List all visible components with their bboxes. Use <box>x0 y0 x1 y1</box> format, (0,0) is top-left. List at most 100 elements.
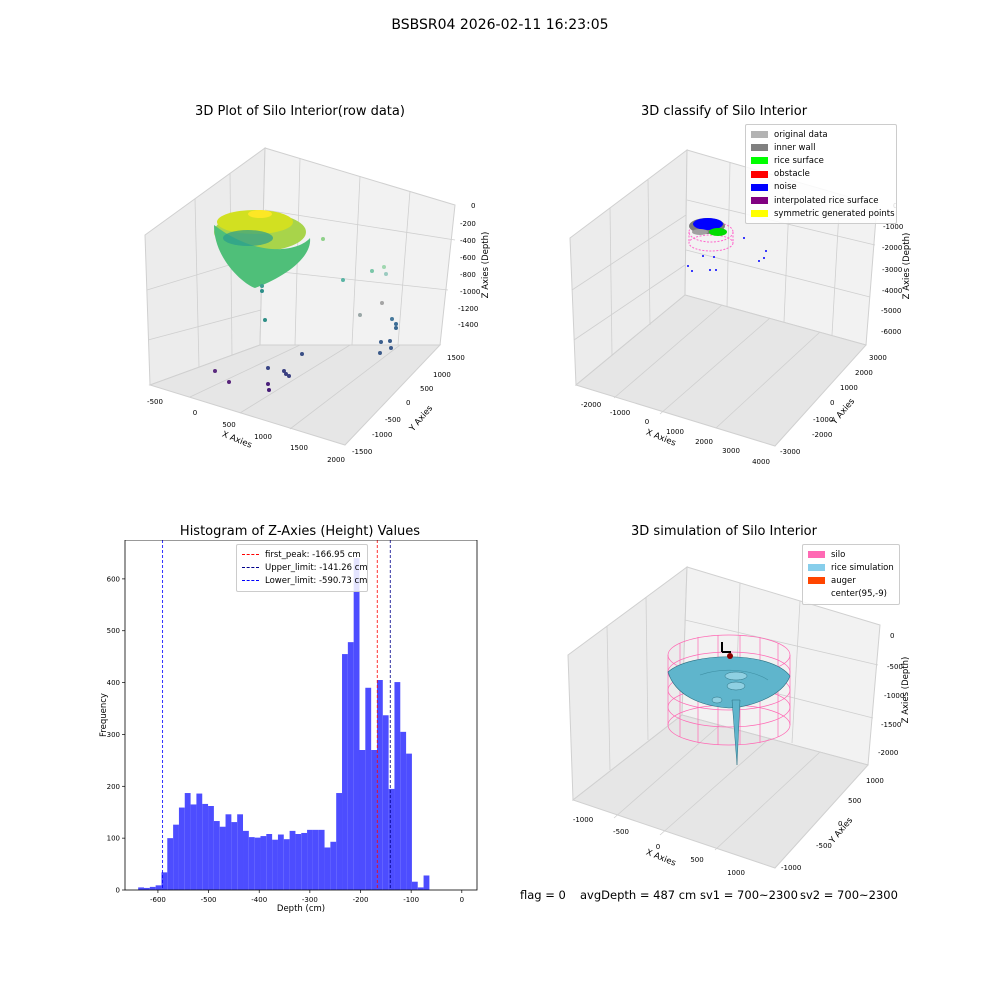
histogram-bar <box>143 887 150 890</box>
y-tick-label: 500 <box>107 627 120 635</box>
x-tick-label: -200 <box>353 896 369 904</box>
panel1-3d-scatter: -500 0 500 1000 1500 2000 -1500 -1000 -5… <box>144 147 491 464</box>
histogram-bar <box>219 826 226 890</box>
panel1-zlabel: Z Axies (Depth) <box>481 232 491 299</box>
histogram-bar <box>295 834 302 890</box>
x-tick-label: -300 <box>302 896 318 904</box>
histogram-bar <box>318 829 325 890</box>
legend-item: Upper_limit: -141.26 cm <box>242 561 368 574</box>
svg-text:-4000: -4000 <box>882 287 902 295</box>
histogram-bar <box>196 793 203 890</box>
histogram-bar <box>173 824 179 890</box>
svg-text:-1000: -1000 <box>610 409 630 417</box>
svg-text:-1000: -1000 <box>781 864 801 872</box>
panel2-zlabel: Z Axies (Depth) <box>902 233 912 300</box>
svg-text:-400: -400 <box>460 237 476 245</box>
panel1-xlabel: X Axies <box>220 430 253 451</box>
histogram-bar <box>237 814 244 890</box>
svg-text:500: 500 <box>222 421 235 429</box>
legend-item: symmetric generated points <box>751 207 895 220</box>
svg-text:0: 0 <box>830 399 834 407</box>
svg-text:0: 0 <box>193 409 197 417</box>
histogram-bar <box>359 750 366 890</box>
svg-text:1500: 1500 <box>447 354 465 362</box>
svg-text:-500: -500 <box>147 398 163 406</box>
svg-text:2000: 2000 <box>695 438 713 446</box>
svg-text:-2000: -2000 <box>581 401 601 409</box>
svg-text:0: 0 <box>645 418 649 426</box>
svg-text:500: 500 <box>690 856 703 864</box>
histogram-bar <box>167 838 174 890</box>
svg-text:-5000: -5000 <box>881 307 901 315</box>
histogram-bar <box>342 654 348 890</box>
legend-item: center(95,-9) <box>808 588 894 601</box>
histogram-bar <box>312 829 319 890</box>
histogram-plot: -600 -500 -400 -300 -200 -100 0 0 100 200 300 400 50… <box>107 540 478 904</box>
svg-text:-1500: -1500 <box>881 721 901 729</box>
svg-text:-600: -600 <box>460 254 476 262</box>
figure-title: BSBSR04 2026-02-11 16:23:05 <box>391 17 609 33</box>
histogram-bar <box>248 837 255 890</box>
histogram-bar <box>347 642 354 890</box>
svg-text:0: 0 <box>838 820 842 828</box>
svg-text:-1000: -1000 <box>883 223 903 231</box>
legend-item: interpolated rice surface <box>751 194 891 207</box>
svg-text:-6000: -6000 <box>881 328 901 336</box>
histogram-bar <box>324 847 331 890</box>
svg-text:3000: 3000 <box>869 354 887 362</box>
histogram-bar <box>184 793 191 890</box>
panel1-ylabel: Y Axies <box>407 403 435 434</box>
histogram-bar <box>371 750 377 890</box>
svg-text:-3000: -3000 <box>780 448 800 456</box>
histogram-bar <box>231 822 238 890</box>
svg-text:1000: 1000 <box>866 777 884 785</box>
y-tick-label: 0 <box>116 887 120 895</box>
histogram-bar <box>417 887 424 890</box>
sv1-text: sv1 = 700~2300 <box>700 888 798 902</box>
svg-text:1000: 1000 <box>840 384 858 392</box>
histogram-bar <box>400 731 407 890</box>
flag-text: flag = 0 <box>520 888 566 902</box>
svg-text:-1000: -1000 <box>884 692 904 700</box>
svg-text:3000: 3000 <box>722 447 740 455</box>
histogram-bar <box>161 872 168 890</box>
histogram-bar <box>301 832 308 890</box>
sv2-text: sv2 = 700~2300 <box>800 888 898 902</box>
histogram-bar <box>208 806 214 890</box>
svg-text:-2000: -2000 <box>882 244 902 252</box>
svg-text:-1500: -1500 <box>352 448 372 456</box>
histogram-bar <box>277 834 284 890</box>
legend-item: original data <box>751 128 891 141</box>
svg-text:-1000: -1000 <box>813 416 833 424</box>
panel1-title: 3D Plot of Silo Interior(row data) <box>195 104 405 119</box>
panel4-title: 3D simulation of Silo Interior <box>631 524 817 539</box>
y-tick-label: 100 <box>107 835 120 843</box>
histogram-ylabel: Frequency <box>99 693 109 737</box>
svg-text:500: 500 <box>848 797 861 805</box>
histogram-bar <box>190 804 197 890</box>
svg-text:-1200: -1200 <box>458 305 478 313</box>
svg-text:0: 0 <box>406 399 410 407</box>
avg-depth-text: avgDepth = 487 cm <box>580 888 697 902</box>
legend-item: Lower_limit: -590.73 cm <box>242 574 367 587</box>
y-tick-label: 400 <box>107 679 120 687</box>
svg-text:-1000: -1000 <box>372 431 392 439</box>
svg-text:4000: 4000 <box>752 458 770 466</box>
histogram-bar <box>289 830 296 890</box>
svg-text:-1000: -1000 <box>460 288 480 296</box>
svg-text:0: 0 <box>890 632 894 640</box>
svg-text:-1000: -1000 <box>573 816 593 824</box>
legend-item: auger <box>808 574 894 587</box>
histogram-bar <box>394 682 401 890</box>
histogram-bar <box>382 715 389 890</box>
y-tick-label: 200 <box>107 783 120 791</box>
svg-text:1500: 1500 <box>290 444 308 452</box>
histogram-bar <box>330 841 337 890</box>
histogram-bar <box>283 839 290 890</box>
panel4-legend: silo rice simulation auger center(95,-9) <box>802 544 900 605</box>
svg-text:-800: -800 <box>460 271 476 279</box>
y-tick-label: 600 <box>107 575 120 583</box>
svg-text:2000: 2000 <box>855 369 873 377</box>
x-tick-label: -400 <box>251 896 267 904</box>
svg-text:-1400: -1400 <box>458 321 478 329</box>
